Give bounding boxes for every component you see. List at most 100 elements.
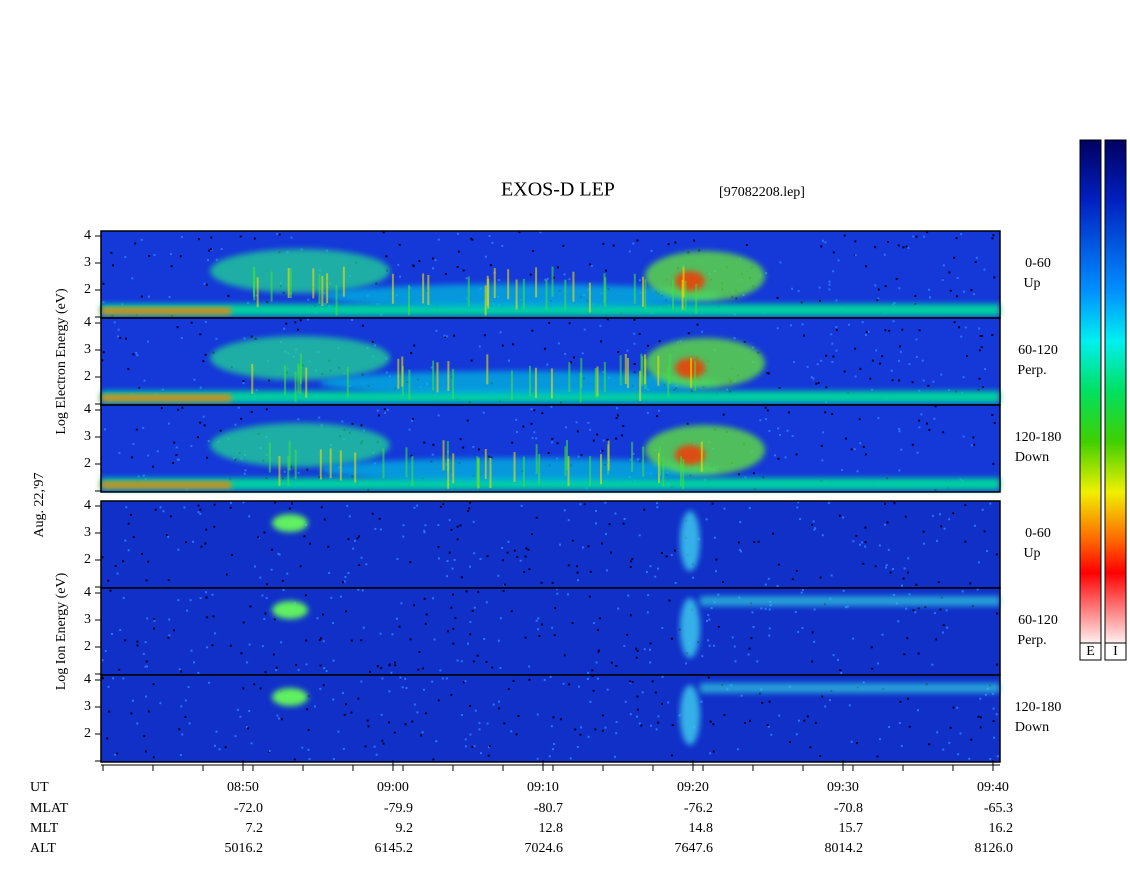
speckle [916,451,919,454]
time-label: 08:50 [227,780,259,795]
speckle [177,408,180,411]
speckle [142,652,145,655]
speckle [637,458,640,461]
speckle [129,513,132,516]
speckle [921,359,924,362]
speckle [576,579,579,582]
speckle [391,633,394,636]
speckle [424,524,427,527]
speckle [898,379,901,382]
burst [568,362,571,393]
speckle [626,349,629,352]
speckle [485,601,488,604]
speckle [266,301,269,304]
speckle [110,251,113,254]
speckle [332,621,335,624]
speckle [341,581,344,584]
low-energy-core [101,308,231,314]
speckle [646,611,649,614]
speckle [941,631,944,634]
y-tick-label: 2 [84,282,91,297]
speckle [707,639,710,642]
speckle [597,677,600,680]
speckle [917,652,920,655]
speckle [304,594,307,597]
speckle [795,733,798,736]
speckle [564,353,567,356]
speckle [953,321,956,324]
speckle [486,722,489,725]
speckle [322,613,325,616]
speckle [615,720,618,723]
speckle [277,552,280,555]
speckle [791,434,794,437]
speckle [178,668,181,671]
y-tick-label: 4 [84,498,91,513]
speckle [707,676,710,679]
burst [335,285,338,316]
speckle [793,361,796,364]
speckle [382,742,385,745]
speckle [751,346,754,349]
speckle [931,514,934,517]
speckle [396,557,399,560]
speckle [892,593,895,596]
speckle [641,691,644,694]
speckle [764,406,767,409]
speckle [444,335,447,338]
burst [639,370,642,401]
speckle [615,417,618,420]
speckle [117,328,120,331]
speckle [952,512,955,515]
speckle [884,285,887,288]
speckle [636,239,639,242]
arc-right [645,425,765,475]
speckle [928,288,931,291]
speckle [616,414,619,417]
speckle [993,421,996,424]
speckle [776,584,779,587]
panel-angle: 60-120 [1018,343,1058,358]
speckle [439,669,442,672]
speckle [854,254,857,257]
speckle [881,633,884,636]
speckle [432,267,435,270]
speckle [767,372,770,375]
speckle [417,668,420,671]
speckle [473,606,476,609]
speckle [633,332,636,335]
burst [442,440,445,471]
speckle [501,546,504,549]
speckle [701,655,704,658]
burst [256,277,259,308]
speckle [932,380,935,383]
speckle [319,664,322,667]
speckle [537,617,540,620]
speckle [236,708,239,711]
speckle [361,324,364,327]
speckle [378,517,381,520]
speckle [499,331,502,334]
speckle [892,320,895,323]
speckle [964,326,967,329]
speckle [824,241,827,244]
speckle [606,438,609,441]
burst [694,360,697,391]
speckle [736,748,739,751]
speckle [981,334,984,337]
speckle [501,344,504,347]
speckle [897,359,900,362]
speckle [168,295,171,298]
speckle [320,637,323,640]
speckle [581,546,584,549]
ion-streak [680,511,700,571]
speckle [665,555,668,558]
speckle [136,644,139,647]
speckle [830,333,833,336]
speckle [239,235,242,238]
speckle [976,588,979,591]
speckle [960,335,963,338]
speckle [394,661,397,664]
speckle [551,581,554,584]
speckle [744,476,747,479]
